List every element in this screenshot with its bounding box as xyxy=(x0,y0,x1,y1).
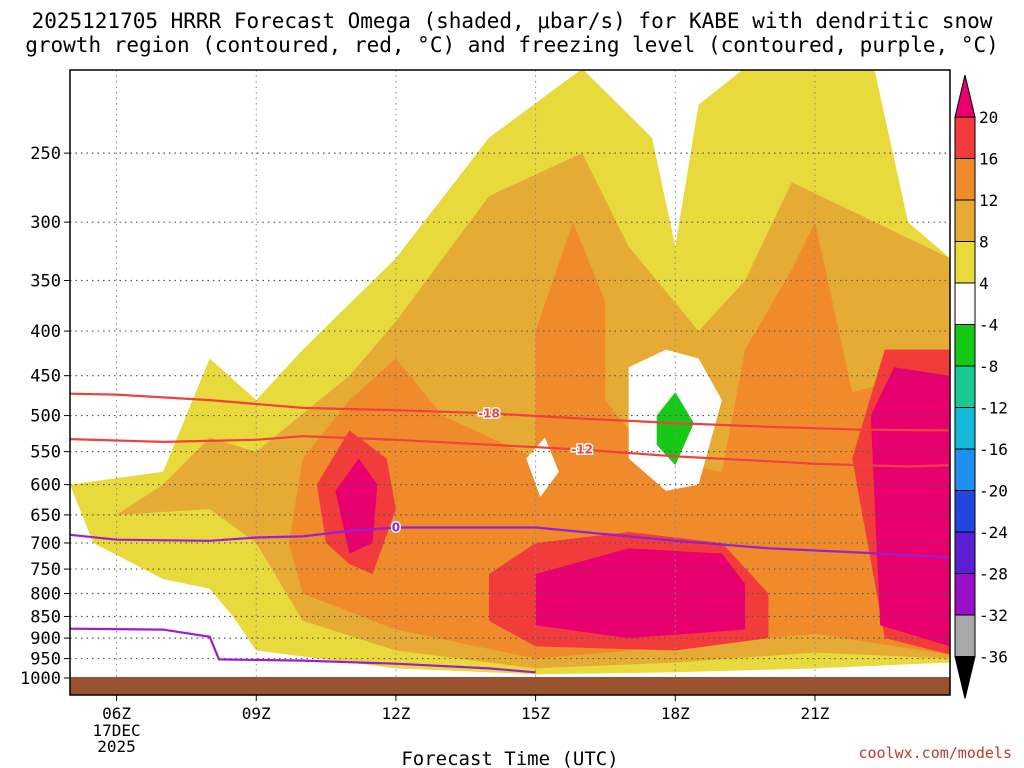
colorbar-label-10: -24 xyxy=(979,523,1008,542)
colorbar-swatch-13 xyxy=(954,614,976,657)
y-tick-900: 900 xyxy=(30,629,61,649)
x-tick-09Z: 09Z xyxy=(242,704,271,723)
colorbar-label-6: -8 xyxy=(979,357,998,376)
colorbar-swatch-1 xyxy=(954,116,976,159)
colorbar-swatch-2 xyxy=(954,158,976,201)
colorbar-top-arrow xyxy=(954,74,976,118)
colorbar-swatch-7 xyxy=(954,365,976,408)
colorbar-label-13: -36 xyxy=(979,648,1008,667)
x-axis-label: Forecast Time (UTC) xyxy=(401,748,618,768)
contour-line-0 xyxy=(70,392,950,432)
colorbar-label-2: 12 xyxy=(979,191,998,210)
omega-region-7 xyxy=(535,548,746,639)
y-tick-500: 500 xyxy=(30,407,61,427)
omega-region-10 xyxy=(526,437,559,497)
colorbar-label-9: -20 xyxy=(979,482,1008,501)
colorbar-swatch-5 xyxy=(954,282,976,325)
y-tick-700: 700 xyxy=(30,534,61,554)
colorbar-swatch-4 xyxy=(954,241,976,284)
y-tick-650: 650 xyxy=(30,506,61,526)
y-tick-750: 750 xyxy=(30,560,61,580)
colorbar-swatch-3 xyxy=(954,199,976,242)
x-tick-sub-17DEC: 17DEC xyxy=(92,721,140,740)
y-tick-950: 950 xyxy=(30,650,61,670)
colorbar-swatch-10 xyxy=(954,490,976,533)
y-tick-800: 800 xyxy=(30,585,61,605)
plot-frame xyxy=(69,69,951,696)
colorbar-label-1: 16 xyxy=(979,150,998,169)
colorbar-label-11: -28 xyxy=(979,565,1008,584)
x-tick-sub-2025: 2025 xyxy=(97,737,136,756)
x-tick-21Z: 21Z xyxy=(801,704,830,723)
ground-surface xyxy=(70,677,950,695)
contour-label-2: 0 xyxy=(392,521,400,535)
contour-line-1 xyxy=(70,435,950,468)
contour-line-3 xyxy=(70,627,536,674)
colorbar-swatch-11 xyxy=(954,531,976,574)
y-tick-250: 250 xyxy=(30,144,61,164)
x-tick-12Z: 12Z xyxy=(381,704,410,723)
x-tick-18Z: 18Z xyxy=(661,704,690,723)
credit-text: coolwx.com/models xyxy=(858,744,1012,762)
colorbar-label-12: -32 xyxy=(979,606,1008,625)
x-tick-06Z: 06Z xyxy=(102,704,131,723)
colorbar-label-0: 20 xyxy=(979,108,998,127)
chart-title-line-1: 2025121705 HRRR Forecast Omega (shaded, … xyxy=(31,9,993,33)
chart-title-line-2: growth region (contoured, red, °C) and f… xyxy=(25,33,999,57)
colorbar-swatch-8 xyxy=(954,407,976,450)
colorbar-bottom-arrow xyxy=(954,656,976,699)
colorbar-label-3: 8 xyxy=(979,233,989,252)
y-tick-400: 400 xyxy=(30,322,61,342)
y-tick-850: 850 xyxy=(30,607,61,627)
contour-label-1: -12 xyxy=(571,443,593,457)
colorbar-swatch-9 xyxy=(954,448,976,491)
omega-region-8 xyxy=(870,367,950,647)
colorbar-swatch-6 xyxy=(954,324,976,367)
y-tick-300: 300 xyxy=(30,213,61,233)
y-tick-1000: 1000 xyxy=(20,669,61,689)
colorbar-swatch-12 xyxy=(954,573,976,616)
colorbar-label-7: -12 xyxy=(979,399,1008,418)
contour-line-2 xyxy=(70,526,950,559)
y-tick-450: 450 xyxy=(30,367,61,387)
y-tick-600: 600 xyxy=(30,476,61,496)
colorbar-label-4: 4 xyxy=(979,274,989,293)
y-tick-550: 550 xyxy=(30,443,61,463)
contour-label-0: -18 xyxy=(478,406,500,420)
colorbar-label-8: -16 xyxy=(979,440,1008,459)
colorbar-label-5: -4 xyxy=(979,316,998,335)
y-tick-350: 350 xyxy=(30,272,61,292)
x-tick-15Z: 15Z xyxy=(521,704,550,723)
